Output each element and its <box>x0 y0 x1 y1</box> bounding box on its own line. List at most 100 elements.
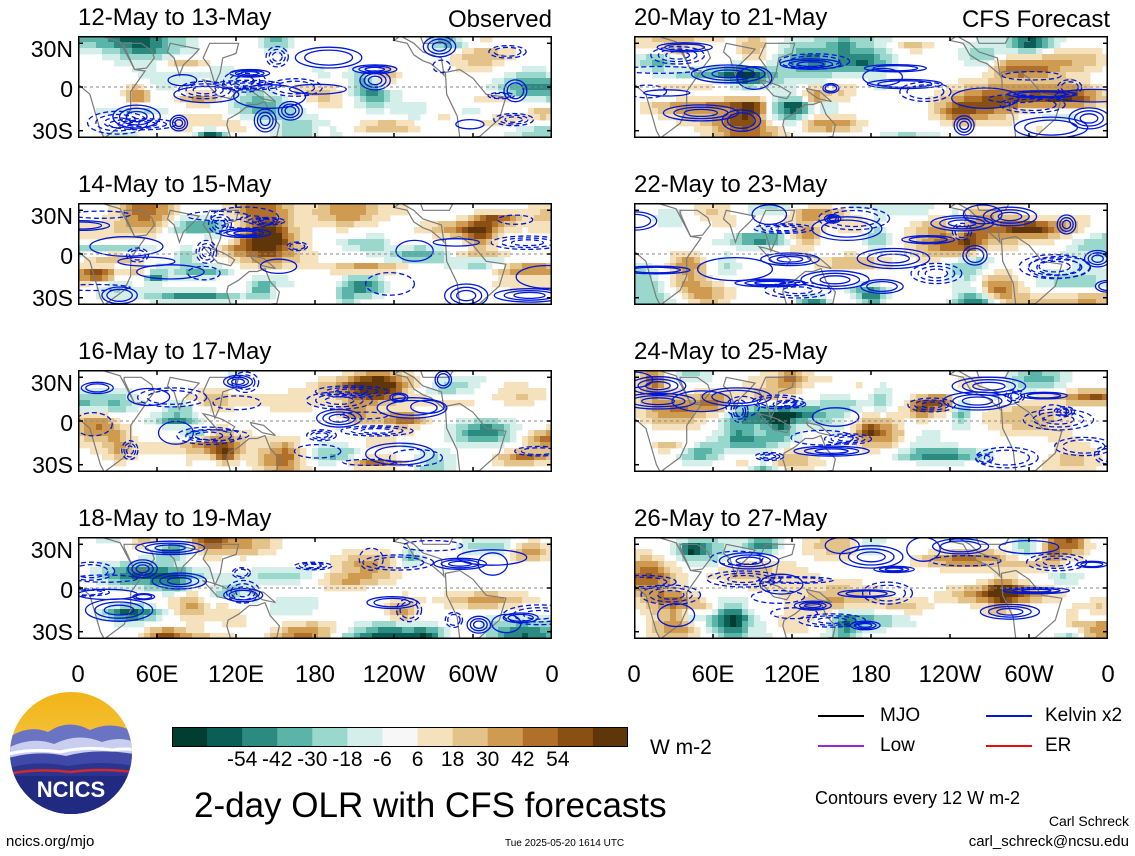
olr-cell <box>760 370 767 377</box>
olr-cell <box>456 543 463 550</box>
olr-cell <box>120 132 127 138</box>
olr-cell <box>138 90 145 97</box>
olr-cell <box>258 287 265 294</box>
olr-cell <box>90 42 97 49</box>
olr-cell <box>210 585 217 592</box>
olr-cell <box>312 209 319 216</box>
olr-cell <box>390 376 397 383</box>
olr-cell <box>820 54 827 61</box>
olr-cell <box>652 281 659 288</box>
olr-cell <box>742 48 749 55</box>
olr-cell <box>354 209 361 216</box>
olr-cell <box>730 78 737 85</box>
olr-cell <box>432 48 439 55</box>
olr-cell <box>186 633 193 639</box>
olr-cell <box>180 609 187 616</box>
olr-cell <box>96 269 103 276</box>
olr-cell <box>318 203 325 210</box>
olr-cell <box>1042 293 1049 300</box>
olr-cell <box>156 221 163 228</box>
olr-cell <box>468 597 475 604</box>
olr-cell <box>832 263 839 270</box>
olr-cell <box>796 299 803 305</box>
olr-cell <box>934 90 941 97</box>
olr-cell <box>408 388 415 395</box>
olr-cell <box>1072 215 1079 222</box>
olr-cell <box>252 209 259 216</box>
olr-cell <box>676 84 683 91</box>
olr-cell <box>246 221 253 228</box>
olr-cell <box>390 615 397 622</box>
olr-cell <box>96 406 103 413</box>
olr-cell <box>724 293 731 300</box>
olr-cell <box>486 603 493 610</box>
olr-cell <box>426 245 433 252</box>
olr-cell <box>874 245 881 252</box>
olr-cell <box>102 400 109 407</box>
olr-cell <box>928 102 935 109</box>
olr-cell <box>90 406 97 413</box>
olr-cell <box>1060 382 1067 389</box>
olr-cell <box>156 72 163 79</box>
olr-cell <box>838 221 845 228</box>
olr-cell <box>510 215 517 222</box>
olr-cell <box>186 126 193 133</box>
olr-cell <box>528 460 535 467</box>
olr-cell <box>258 90 265 97</box>
olr-cell <box>96 293 103 300</box>
olr-cell <box>390 388 397 395</box>
olr-cell <box>348 376 355 383</box>
olr-cell <box>210 615 217 622</box>
olr-cell <box>504 615 511 622</box>
olr-cell <box>114 245 121 252</box>
olr-cell <box>288 394 295 401</box>
olr-cell <box>1000 108 1007 115</box>
olr-cell <box>282 36 289 43</box>
olr-cell <box>772 203 779 210</box>
olr-cell <box>228 454 235 461</box>
olr-cell <box>516 209 523 216</box>
olr-cell <box>396 400 403 407</box>
olr-cell <box>712 221 719 228</box>
olr-cell <box>1018 36 1025 43</box>
olr-cell <box>456 424 463 431</box>
coastline <box>722 42 757 78</box>
olr-cell <box>372 293 379 300</box>
olr-cell <box>832 209 839 216</box>
olr-cell <box>546 114 552 121</box>
kelvin-contour <box>231 82 264 88</box>
olr-cell <box>264 102 271 109</box>
olr-cell <box>928 257 935 264</box>
olr-cell <box>486 549 493 556</box>
olr-field <box>634 370 1108 472</box>
olr-cell <box>432 621 439 628</box>
olr-cell <box>700 72 707 79</box>
olr-cell <box>324 448 331 455</box>
olr-cell <box>384 66 391 73</box>
olr-cell <box>1042 78 1049 85</box>
olr-cell <box>348 90 355 97</box>
olr-cell <box>96 424 103 431</box>
olr-cell <box>778 132 785 138</box>
olr-cell <box>384 561 391 568</box>
olr-cell <box>174 579 181 586</box>
kelvin-contour <box>246 216 286 226</box>
olr-cell <box>1000 299 1007 305</box>
olr-cell <box>348 239 355 246</box>
olr-cell <box>402 591 409 598</box>
olr-cell <box>432 448 439 455</box>
olr-cell <box>540 203 547 210</box>
olr-cell <box>850 90 857 97</box>
olr-cell <box>114 299 121 305</box>
olr-cell <box>300 126 307 133</box>
olr-cell <box>1030 66 1037 73</box>
olr-cell <box>1012 54 1019 61</box>
olr-cell <box>1000 114 1007 121</box>
olr-cell <box>742 36 749 43</box>
olr-cell <box>1090 269 1097 276</box>
olr-cell <box>516 90 523 97</box>
olr-cell <box>712 126 719 133</box>
kelvin-contour <box>490 235 552 251</box>
olr-cell <box>348 448 355 455</box>
olr-cell <box>1042 42 1049 49</box>
